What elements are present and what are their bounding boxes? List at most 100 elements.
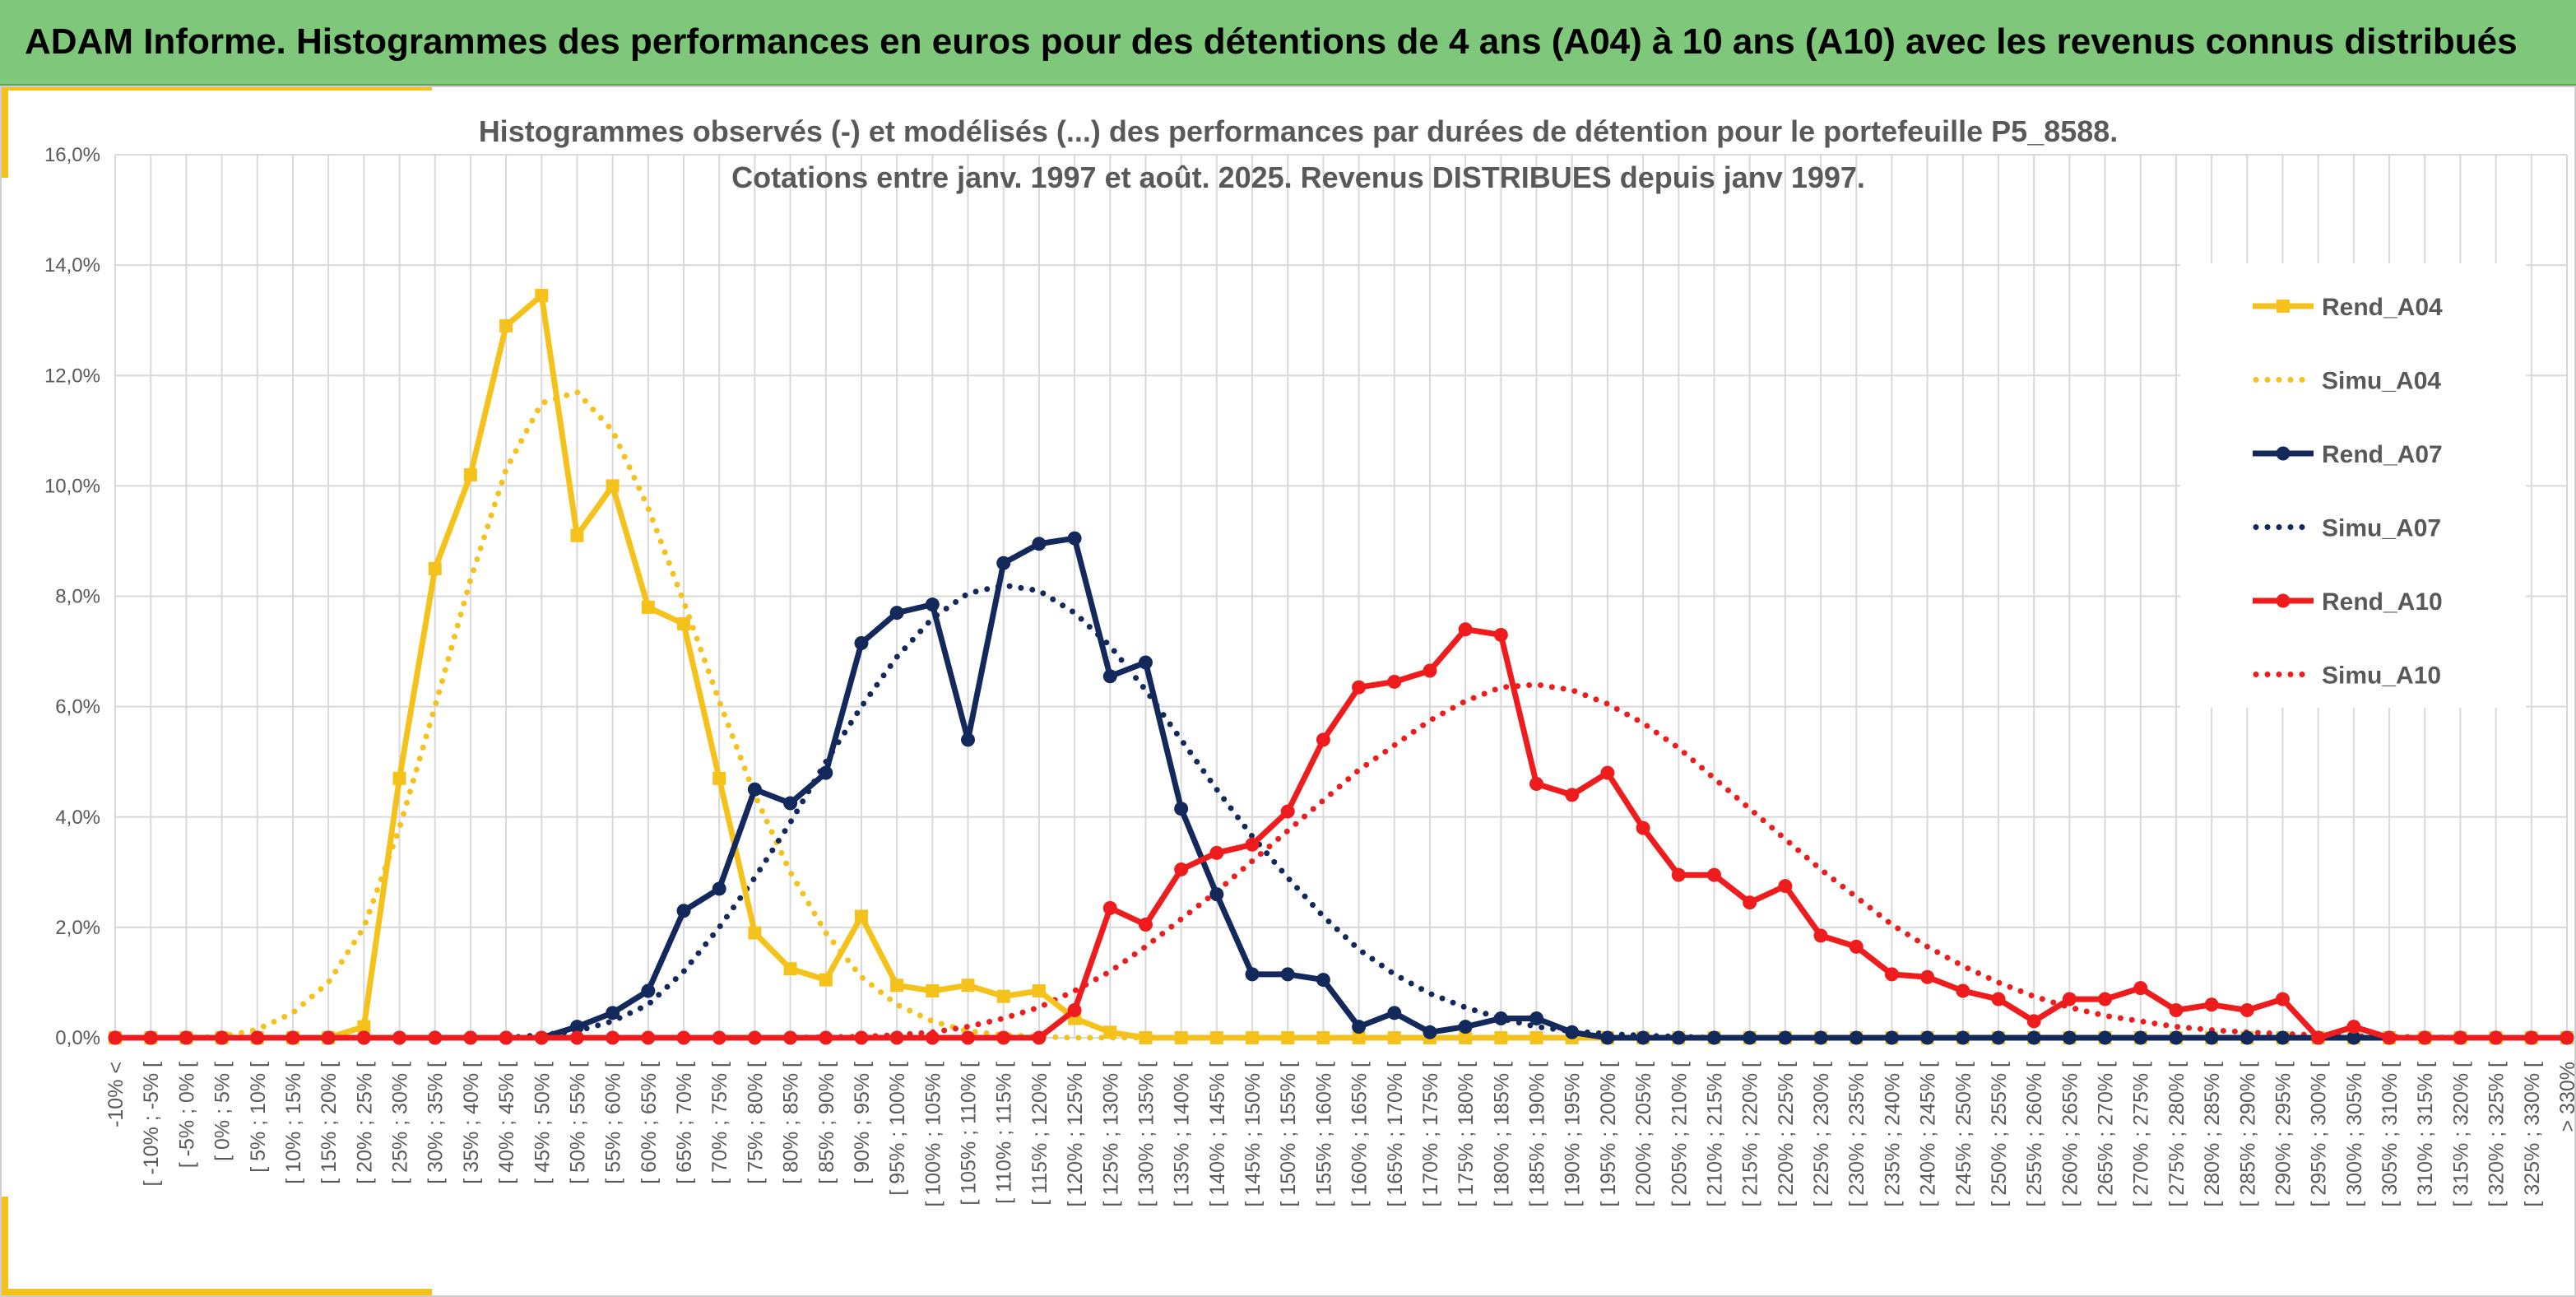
x-axis-ticks: -10% < [ -10% ; -5% [[ -5% ; 0% [[ 0% ; 5…: [104, 1062, 2576, 1207]
data-point: [889, 1030, 904, 1045]
data-point: [854, 909, 868, 923]
data-point: [1067, 531, 1082, 546]
data-point: [1067, 1002, 1082, 1017]
data-point: [1529, 1011, 1544, 1026]
accent-bar-top: [0, 86, 432, 91]
data-point: [1956, 1030, 1970, 1045]
data-point: [1032, 983, 1046, 997]
y-axis-ticks: 0,0% 2,0% 4,0% 6,0% 8,0% 10,0% 12,0% 14,0% 16,0%: [44, 144, 100, 1049]
data-point: [463, 467, 477, 481]
x-tick-label: [ 240% ; 245% [: [1917, 1062, 1940, 1207]
x-tick-label: [ 165% ; 170% [: [1384, 1062, 1407, 1207]
x-tick-label: [ 270% ; 275% [: [2130, 1062, 2153, 1207]
y-tick-label: 0,0%: [55, 1027, 100, 1049]
data-point: [1387, 1006, 1402, 1020]
x-tick-label: [ 35% ; 40% [: [460, 1062, 483, 1184]
data-point: [1423, 1025, 1437, 1039]
y-tick-label: 10,0%: [44, 475, 100, 497]
data-point: [1316, 1031, 1330, 1044]
x-tick-label: [ 140% ; 145% [: [1206, 1062, 1229, 1207]
legend-background: [2180, 263, 2526, 708]
data-point: [569, 1030, 584, 1045]
x-tick-label: [ 235% ; 240% [: [1881, 1062, 1904, 1207]
data-point: [1884, 967, 1899, 982]
data-point: [1352, 1031, 1366, 1044]
data-point: [1493, 627, 1508, 642]
data-point: [2098, 1030, 2113, 1045]
x-tick-label: [ 125% ; 130% [: [1099, 1062, 1122, 1207]
x-tick-label: [ 20% ; 25% [: [353, 1062, 376, 1184]
legend-marker: [2276, 593, 2291, 608]
x-tick-label: [ 130% ; 135% [: [1135, 1062, 1158, 1207]
x-tick-label: [ 100% ; 105% [: [921, 1062, 945, 1207]
data-point: [676, 904, 691, 918]
x-tick-label: [ 40% ; 45% [: [495, 1062, 518, 1184]
data-point: [890, 979, 904, 993]
data-point: [606, 479, 620, 493]
data-point: [2133, 1030, 2148, 1045]
data-point: [925, 597, 940, 612]
data-point: [2239, 1002, 2254, 1017]
data-point: [1529, 1031, 1543, 1044]
data-point: [1636, 821, 1650, 835]
data-point: [1706, 1030, 1721, 1045]
data-point: [676, 1030, 691, 1045]
data-point: [1778, 879, 1793, 894]
data-point: [1246, 1031, 1260, 1044]
x-tick-label: [ -10% ; -5% [: [140, 1062, 163, 1186]
data-point: [854, 1030, 869, 1045]
chart-title: Histogrammes observés (-) et modélisés (…: [479, 114, 2119, 148]
report-title: ADAM Informe. Histogrammes des performan…: [25, 21, 2518, 62]
data-point: [356, 1030, 371, 1045]
series-simu_a10: [112, 681, 2570, 1041]
data-point: [1423, 663, 1437, 678]
data-point: [534, 1030, 549, 1045]
data-point: [1316, 732, 1330, 747]
data-point: [1494, 1031, 1508, 1044]
x-tick-label: [ 205% ; 210% [: [1668, 1062, 1691, 1207]
legend-label: Rend_A10: [2322, 588, 2443, 616]
x-tick-label: [ 75% ; 80% [: [744, 1062, 767, 1184]
data-point: [392, 1030, 407, 1045]
y-tick-label: 8,0%: [55, 586, 100, 608]
data-point: [1139, 1031, 1153, 1044]
accent-bar-left-bottom: [0, 1197, 8, 1297]
chart-subtitle: Cotations entre janv. 1997 et août. 2025…: [731, 160, 1865, 194]
data-point: [2026, 1014, 2041, 1029]
x-tick-label: -10% <: [104, 1062, 128, 1127]
x-tick-label: [ 215% ; 220% [: [1739, 1062, 1762, 1207]
x-tick-label: [ 25% ; 30% [: [389, 1062, 412, 1184]
x-tick-label: [ 250% ; 255% [: [1988, 1062, 2011, 1207]
x-tick-label: [ 15% ; 20% [: [318, 1062, 341, 1184]
y-tick-label: 16,0%: [44, 144, 100, 166]
data-point: [143, 1030, 158, 1045]
data-point: [712, 881, 726, 896]
data-point: [2275, 992, 2290, 1006]
x-tick-label: [ 110% ; 115% [: [993, 1062, 1016, 1204]
x-tick-label: [ 10% ; 15% [: [282, 1062, 305, 1184]
x-tick-label: [ 280% ; 285% [: [2201, 1062, 2224, 1207]
data-point: [2524, 1030, 2539, 1045]
x-tick-label: [ 80% ; 85% [: [780, 1062, 803, 1184]
legend-label: Simu_A07: [2322, 515, 2441, 542]
x-tick-label: [ 275% ; 280% [: [2165, 1062, 2188, 1207]
data-point: [2204, 1030, 2219, 1045]
data-point: [1102, 669, 1117, 684]
data-point: [748, 926, 762, 940]
x-tick-label: [ 290% ; 295% [: [2272, 1062, 2295, 1207]
legend-item-rend_a04: Rend_A04: [2253, 294, 2443, 321]
x-tick-label: [ 135% ; 140% [: [1171, 1062, 1194, 1207]
x-tick-label: [ 85% ; 90% [: [815, 1062, 838, 1184]
legend-item-simu_a07: Simu_A07: [2253, 515, 2441, 542]
data-point: [996, 1030, 1011, 1045]
x-tick-label: [ 50% ; 55% [: [566, 1062, 589, 1184]
legend-item-rend_a10: Rend_A10: [2253, 588, 2443, 616]
accent-bar-left-top: [0, 86, 8, 178]
x-tick-label: [ 255% ; 260% [: [2023, 1062, 2046, 1207]
data-point: [108, 1030, 123, 1045]
data-point: [2346, 1020, 2361, 1034]
data-point: [783, 1030, 798, 1045]
series-rend_a10: [108, 622, 2574, 1045]
data-point: [712, 771, 726, 785]
accent-bar-bottom: [0, 1289, 432, 1297]
